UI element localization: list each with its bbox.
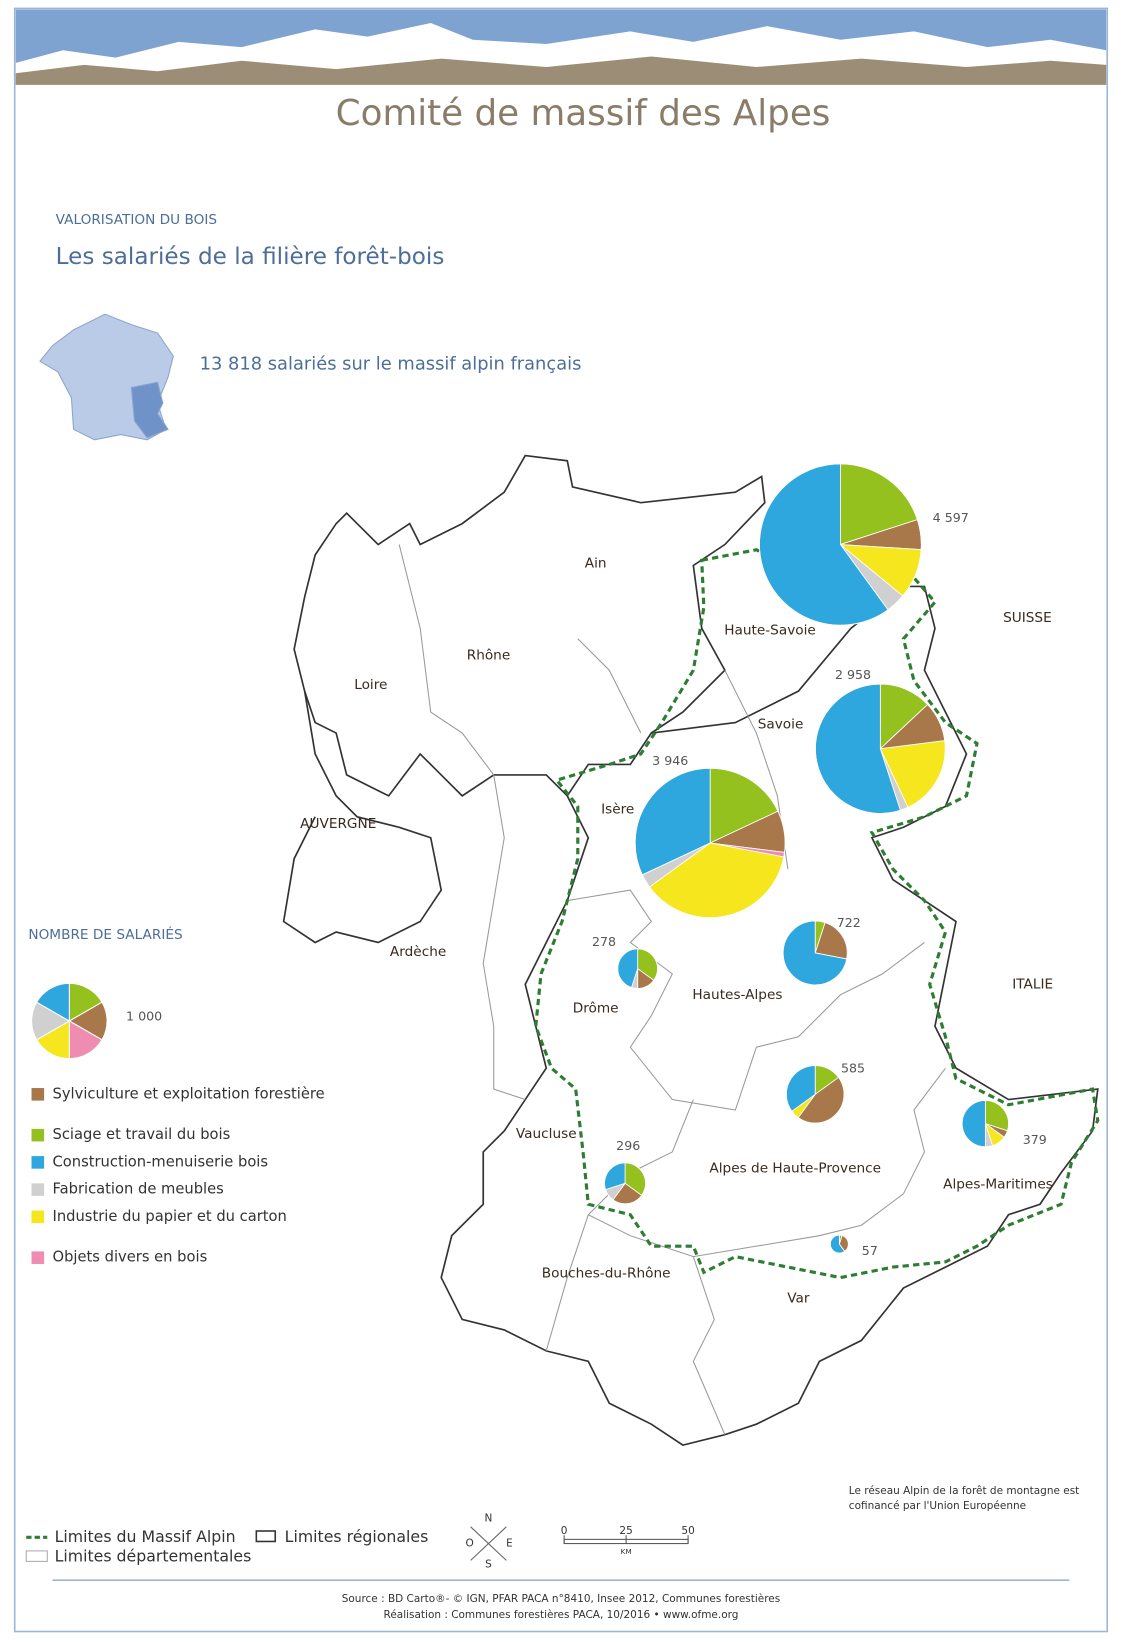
- place-label: SUISSE: [1003, 610, 1052, 626]
- frame: [13, 7, 1109, 1633]
- legend-swatch: [31, 1251, 45, 1264]
- place-label: Drôme: [573, 1000, 619, 1016]
- place-label: Loire: [354, 677, 387, 693]
- scale-tick-label: 25: [619, 1525, 632, 1537]
- compass-label: N: [485, 1512, 493, 1524]
- total-note: 13 818 salariés sur le massif alpin fran…: [200, 353, 582, 374]
- massif-boundary: [534, 542, 1100, 1280]
- cofinance: Le réseau Alpin de la forêt de montagne …: [849, 1485, 1079, 1497]
- legend-label: Construction-menuiserie bois: [53, 1153, 269, 1170]
- legend-pie-slice: [35, 982, 70, 1022]
- place-label: Bouches-du-Rhône: [542, 1265, 671, 1281]
- legend-size-label: 1 000: [126, 1008, 162, 1023]
- compass-label: S: [485, 1559, 492, 1571]
- pie-outline: [604, 1162, 646, 1205]
- dept-boundary: [567, 889, 925, 1111]
- hills: [15, 56, 1107, 85]
- section: VALORISATION DU BOIS: [56, 212, 217, 228]
- subtitle: Les salariés de la filière forêt-bois: [56, 244, 445, 270]
- region-swatch: [255, 1530, 277, 1543]
- place-label: Alpes-Maritimes: [943, 1176, 1053, 1192]
- legend-label: Sylviculture et exploitation forestière: [53, 1085, 325, 1102]
- legend-swatch: [31, 1183, 45, 1196]
- pie-outline: [961, 1100, 1009, 1148]
- pie-charts: 4 597 2 958 3 946 722 278 585 379 296 57: [592, 463, 1047, 1258]
- pie-total: 57: [862, 1243, 878, 1258]
- legend-swatch: [31, 1210, 45, 1224]
- compass-label: O: [465, 1538, 473, 1550]
- legend-label: Objets divers en bois: [53, 1249, 208, 1266]
- place-labels: Ain Haute-Savoie Rhône Loire Savoie Isère AUVE…: [300, 555, 1053, 1306]
- scale-unit: KM: [621, 1547, 632, 1556]
- pie-outline: [782, 920, 848, 986]
- pie-outline: [617, 948, 658, 989]
- legend-swatch: [31, 1088, 45, 1101]
- scale-tick-label: 0: [561, 1525, 568, 1537]
- place-label: ITALIE: [1012, 976, 1053, 992]
- place-label: Alpes de Haute-Provence: [709, 1161, 881, 1177]
- pie-total: 296: [616, 1138, 640, 1153]
- pie-outline: [759, 463, 922, 626]
- legend-label: Fabrication de meubles: [53, 1181, 224, 1198]
- dept-swatch: [25, 1550, 48, 1562]
- pie-outline: [634, 767, 786, 919]
- boundary-label: Limites régionales: [285, 1527, 429, 1546]
- cofinance: cofinancé par l'Union Européenne: [849, 1500, 1026, 1512]
- place-label: Haute-Savoie: [724, 622, 816, 638]
- place-label: AUVERGNE: [300, 816, 376, 832]
- place-label: Ain: [585, 555, 607, 571]
- dept-boundary: [692, 1256, 726, 1435]
- title: Comité de massif des Alpes: [336, 93, 831, 134]
- legend-label: Sciage et travail du bois: [53, 1126, 231, 1143]
- compass-line: [470, 1526, 507, 1561]
- alps-area: [130, 381, 169, 439]
- place-label: Ardèche: [390, 944, 446, 960]
- place-label: Vaucluse: [516, 1126, 577, 1142]
- scale-tick-label: 50: [681, 1525, 694, 1537]
- region-boundary: [282, 691, 443, 944]
- legend-swatch: [31, 1156, 45, 1169]
- pie-total: 722: [837, 915, 861, 930]
- source: Réalisation : Communes forestières PACA,…: [384, 1609, 739, 1621]
- base-map: [282, 454, 1100, 1447]
- legend: NOMBRE DE SALARIÉS 1 000 Sylviculture et e…: [28, 925, 324, 1266]
- place-label: Var: [787, 1291, 810, 1307]
- legend-title: NOMBRE DE SALARIÉS: [28, 925, 182, 943]
- pie-total: 585: [841, 1061, 865, 1076]
- pie-total: 379: [1023, 1132, 1047, 1147]
- region-boundary: [440, 585, 1099, 1447]
- pie-total: 278: [592, 934, 616, 949]
- dept-boundary: [398, 544, 495, 776]
- legend-swatch: [31, 1128, 45, 1142]
- pie-total: 3 946: [652, 753, 688, 768]
- legend-label: Industrie du papier et du carton: [53, 1208, 287, 1225]
- pie-outline: [786, 1065, 845, 1124]
- compass-label: E: [506, 1538, 513, 1550]
- source: Source : BD Carto®- © IGN, PFAR PACA n°8…: [342, 1593, 780, 1605]
- boundary-label: Limites du Massif Alpin: [55, 1527, 236, 1546]
- boundary-label: Limites départementales: [55, 1547, 252, 1566]
- dept-boundary: [482, 774, 526, 1101]
- dept-boundary: [545, 1214, 589, 1352]
- scale-bar: 0 25 50 KM: [561, 1525, 695, 1556]
- region-boundary: [293, 454, 766, 798]
- place-label: Rhône: [467, 648, 511, 664]
- place-label: Savoie: [758, 717, 804, 733]
- place-label: Isère: [601, 801, 634, 817]
- pie-outline: [830, 1234, 849, 1254]
- pie-total: 4 597: [933, 510, 969, 525]
- place-label: Hautes-Alpes: [692, 987, 782, 1003]
- pie-outline: [815, 683, 946, 814]
- pie-total: 2 958: [835, 667, 871, 682]
